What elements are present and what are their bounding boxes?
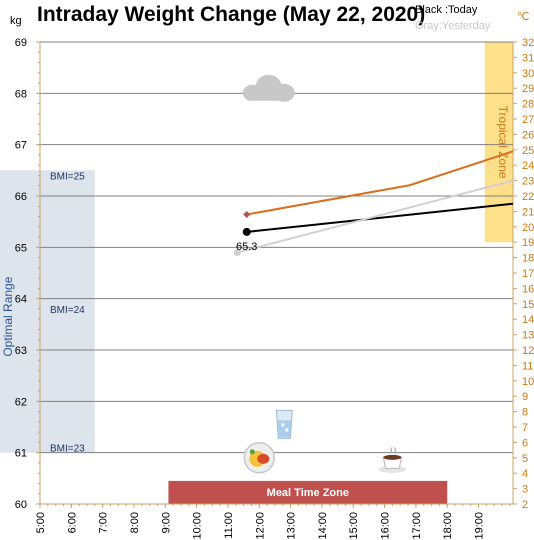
left-tick-label: 62 [15, 396, 27, 408]
steam [389, 447, 396, 454]
x-tick-label: 14:00 [317, 512, 329, 540]
right-tick-label: 6 [522, 437, 528, 449]
right-tick-label: 20 [522, 222, 534, 234]
right-tick-label: 28 [522, 99, 534, 111]
right-tick-label: 30 [522, 68, 534, 80]
right-tick-label: 25 [522, 145, 534, 157]
left-tick-label: 63 [15, 345, 27, 357]
left-axis-unit: kg [10, 15, 22, 27]
right-tick-label: 2 [522, 499, 528, 511]
left-tick-label: 69 [15, 37, 27, 49]
right-tick-label: 15 [522, 299, 534, 311]
right-tick-label: 4 [522, 468, 528, 480]
x-tick-label: 16:00 [380, 512, 392, 540]
x-tick-label: 9:00 [160, 512, 172, 533]
today-start-point [242, 227, 251, 236]
plot-area: 6061626364656667686923456789101112131415… [0, 37, 534, 540]
meal-plate-icon [243, 442, 276, 474]
right-tick-label: 26 [522, 129, 534, 141]
right-tick-label: 7 [522, 422, 528, 434]
x-tick-label: 19:00 [474, 512, 486, 540]
coffee-cup-icon [378, 447, 407, 473]
x-tick-label: 17:00 [411, 512, 423, 540]
ice-cube [285, 428, 289, 432]
bmi-label: BMI=25 [50, 171, 85, 182]
x-tick-label: 15:00 [348, 512, 360, 540]
x-tick-label: 10:00 [192, 512, 204, 540]
right-tick-label: 10 [522, 376, 534, 388]
left-tick-label: 67 [15, 140, 27, 152]
food-sausage [257, 453, 270, 464]
water-glass-icon [275, 409, 293, 439]
right-tick-label: 32 [522, 37, 534, 49]
meal-time-zone-label: Meal Time Zone [267, 487, 349, 499]
right-tick-label: 19 [522, 237, 534, 249]
today-series-line [246, 202, 514, 233]
bmi-label: BMI=23 [50, 444, 85, 455]
right-tick-label: 11 [522, 360, 533, 372]
legend-yesterday: Gray:Yesterday [415, 20, 491, 32]
x-tick-label: 7:00 [98, 512, 110, 533]
x-tick-label: 18:00 [442, 512, 454, 540]
tropical-zone-label: Tropical Zone [496, 106, 510, 179]
tropical-zone-band [484, 42, 513, 243]
right-tick-label: 12 [522, 345, 534, 357]
right-tick-label: 16 [522, 283, 534, 295]
food-greens [249, 449, 255, 455]
left-tick-label: 60 [15, 499, 27, 511]
right-tick-label: 22 [522, 191, 534, 203]
right-tick-label: 27 [522, 114, 534, 126]
left-tick-label: 65 [15, 242, 27, 254]
bmi-label: BMI=24 [50, 305, 85, 316]
optimal-range-band [0, 170, 95, 453]
optimal-range-label: Optimal Range [1, 276, 15, 356]
temperature-start-point [243, 210, 251, 219]
right-tick-label: 8 [522, 407, 528, 419]
legend-today: Black :Today [415, 4, 478, 16]
left-tick-label: 66 [15, 191, 27, 203]
x-tick-label: 12:00 [254, 512, 266, 540]
right-tick-label: 24 [522, 160, 534, 172]
x-tick-label: 11:00 [223, 512, 235, 539]
right-tick-label: 13 [522, 330, 534, 342]
left-tick-label: 61 [15, 448, 27, 460]
right-tick-label: 3 [522, 484, 528, 496]
cloud-icon [242, 74, 295, 102]
right-tick-label: 5 [522, 453, 528, 465]
x-tick-label: 13:00 [286, 512, 298, 540]
x-tick-label: 6:00 [66, 512, 78, 533]
right-tick-label: 17 [522, 268, 534, 280]
x-tick-label: 8:00 [129, 512, 141, 533]
right-tick-label: 31 [522, 52, 534, 64]
left-tick-label: 64 [15, 294, 27, 306]
chart-title: Intraday Weight Change (May 22, 2020) [37, 3, 425, 26]
today-point-label: 65.3 [236, 241, 257, 253]
right-tick-label: 9 [522, 391, 528, 403]
glass-water [277, 420, 292, 438]
right-tick-label: 23 [522, 176, 534, 188]
yesterday-series-line [237, 179, 514, 254]
coffee [383, 454, 402, 460]
right-tick-label: 29 [522, 83, 534, 95]
cloud-base [244, 90, 293, 101]
ice-cube [281, 423, 285, 427]
x-tick-label: 5:00 [35, 512, 47, 533]
yesterday-start-point [233, 248, 241, 256]
left-tick-label: 68 [15, 88, 27, 100]
right-axis-unit: ℃ [517, 11, 529, 23]
meal-time-zone-band [168, 480, 448, 504]
right-tick-label: 14 [522, 314, 534, 326]
right-tick-label: 21 [522, 206, 534, 218]
temperature-series-line [246, 150, 514, 216]
right-tick-label: 18 [522, 253, 534, 265]
